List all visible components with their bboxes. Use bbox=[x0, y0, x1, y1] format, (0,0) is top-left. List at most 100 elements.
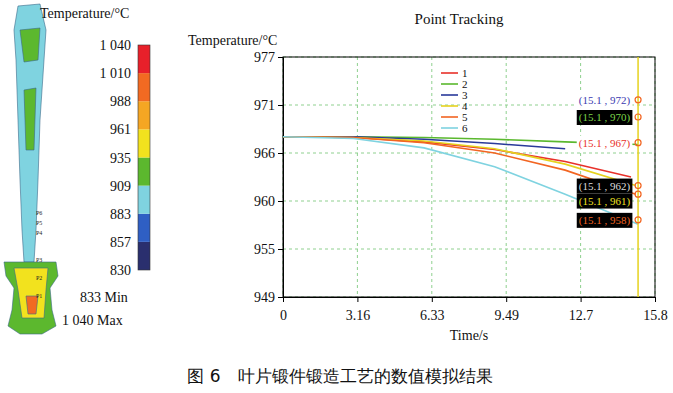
grid-line bbox=[506, 57, 507, 297]
tick: 971 bbox=[254, 98, 283, 113]
tick-label: 6.33 bbox=[420, 308, 445, 323]
blade-region bbox=[4, 262, 58, 334]
tick-label: 971 bbox=[254, 98, 275, 113]
legend-swatch bbox=[441, 127, 458, 129]
cursor-line bbox=[637, 57, 639, 297]
annotation-background bbox=[577, 213, 633, 228]
blade-region bbox=[14, 268, 48, 318]
tick-label: 3.16 bbox=[346, 308, 371, 323]
annotation-label: (15.1 , 970) bbox=[579, 111, 631, 124]
x-axis-title: Time/s bbox=[450, 328, 488, 343]
annotation-background bbox=[577, 136, 633, 151]
legend-swatch bbox=[441, 94, 458, 96]
colorbar-tick-label: 909 bbox=[110, 179, 131, 194]
tick-mark bbox=[278, 249, 283, 250]
y-axis: 949 955 960 966 971 977 bbox=[254, 50, 284, 305]
tick: 9.49 bbox=[494, 297, 519, 323]
probe-label: P1 bbox=[36, 293, 42, 299]
chart-title: Point Tracking bbox=[415, 11, 504, 27]
probe-label: P3 bbox=[36, 257, 42, 263]
colorbar-tick-label: 830 bbox=[110, 263, 131, 278]
figure: P6P5P4P3P2P1Temperature/°C1 0401 0109889… bbox=[0, 0, 673, 393]
grid-line bbox=[283, 153, 655, 154]
annotation-label: (15.1 , 958) bbox=[579, 214, 631, 227]
tick-mark bbox=[432, 297, 433, 302]
tick-label: 955 bbox=[254, 242, 275, 257]
colorbar-tick-label: 935 bbox=[110, 151, 131, 166]
series-line bbox=[283, 137, 636, 186]
tick: 955 bbox=[254, 242, 283, 257]
colorbar-band bbox=[138, 214, 150, 242]
tick-mark bbox=[357, 297, 358, 302]
tick-mark bbox=[655, 297, 656, 302]
annotation-point bbox=[635, 217, 641, 223]
grid-line bbox=[357, 57, 358, 297]
tick-mark bbox=[278, 201, 283, 202]
series-line bbox=[283, 137, 636, 194]
annotation-background bbox=[577, 110, 633, 125]
series-line bbox=[283, 137, 638, 224]
colorbar-title: Temperature/°C bbox=[40, 6, 129, 21]
annotation-background bbox=[577, 194, 633, 209]
annotation-label: (15.1 , 962) bbox=[579, 180, 631, 193]
tick-mark bbox=[581, 297, 582, 302]
legend-swatch bbox=[441, 105, 458, 107]
annotation-label: (15.1 , 961) bbox=[579, 195, 631, 208]
tick-label: 977 bbox=[254, 50, 275, 65]
tick-label: 9.49 bbox=[494, 308, 519, 323]
colorbar-tick-label: 857 bbox=[110, 235, 131, 250]
grid-line bbox=[283, 249, 655, 250]
legend-swatch bbox=[441, 116, 458, 118]
tick: 960 bbox=[254, 194, 283, 209]
tick-mark bbox=[278, 297, 283, 298]
tick-mark bbox=[278, 57, 283, 58]
colorbar-tick-label: 1 040 bbox=[100, 38, 132, 53]
probe-label: P2 bbox=[36, 275, 42, 281]
probe-label: P5 bbox=[36, 220, 42, 226]
annotation-point bbox=[635, 140, 641, 146]
tick: 12.7 bbox=[569, 297, 594, 323]
axis-line bbox=[284, 298, 656, 303]
tick-label: 0 bbox=[280, 308, 287, 323]
annotation-point bbox=[635, 191, 641, 197]
blade-region bbox=[24, 88, 36, 150]
tick-label: 12.7 bbox=[569, 308, 594, 323]
tick: 949 bbox=[254, 290, 283, 305]
legend-swatch bbox=[441, 72, 458, 74]
blade-region bbox=[20, 28, 40, 62]
annotation-point bbox=[635, 114, 641, 120]
tick-label: 966 bbox=[254, 146, 275, 161]
max-label: 1 040 Max bbox=[62, 313, 123, 328]
caption: 图 6 叶片锻件锻造工艺的数值模拟结果 bbox=[187, 366, 492, 386]
y-axis-title: Temperature/°C bbox=[188, 33, 277, 48]
blade-contour bbox=[4, 4, 58, 334]
colorbar-band bbox=[138, 158, 150, 186]
tick-mark bbox=[506, 297, 507, 302]
blade-region bbox=[14, 4, 46, 262]
tick: 15.8 bbox=[643, 297, 668, 323]
colorbar-band bbox=[138, 73, 150, 101]
tick-mark bbox=[278, 105, 283, 106]
tick: 977 bbox=[254, 50, 283, 65]
tick: 6.33 bbox=[420, 297, 445, 323]
grid-line bbox=[431, 57, 432, 297]
annotation-background bbox=[577, 93, 633, 108]
annotation-label: (15.1 , 972) bbox=[579, 94, 631, 107]
legend-label: 6 bbox=[462, 122, 468, 134]
annotation-background bbox=[577, 179, 633, 194]
tick-mark bbox=[278, 153, 283, 154]
legend: 123456 bbox=[441, 67, 468, 134]
colorbar-tick-label: 961 bbox=[110, 122, 131, 137]
tick-label: 15.8 bbox=[643, 308, 668, 323]
tick: 0 bbox=[280, 297, 287, 323]
annotation-label: (15.1 , 967) bbox=[579, 137, 631, 150]
annotation-point bbox=[635, 97, 641, 103]
tick: 966 bbox=[254, 146, 283, 161]
plot-marks bbox=[283, 57, 641, 297]
tick-label: 949 bbox=[254, 290, 275, 305]
annotation-point bbox=[635, 183, 641, 189]
probe-label: P6 bbox=[36, 210, 42, 216]
legend-swatch bbox=[441, 83, 458, 85]
colorbar-tick-label: 883 bbox=[110, 207, 131, 222]
colorbar-frame bbox=[138, 45, 150, 270]
